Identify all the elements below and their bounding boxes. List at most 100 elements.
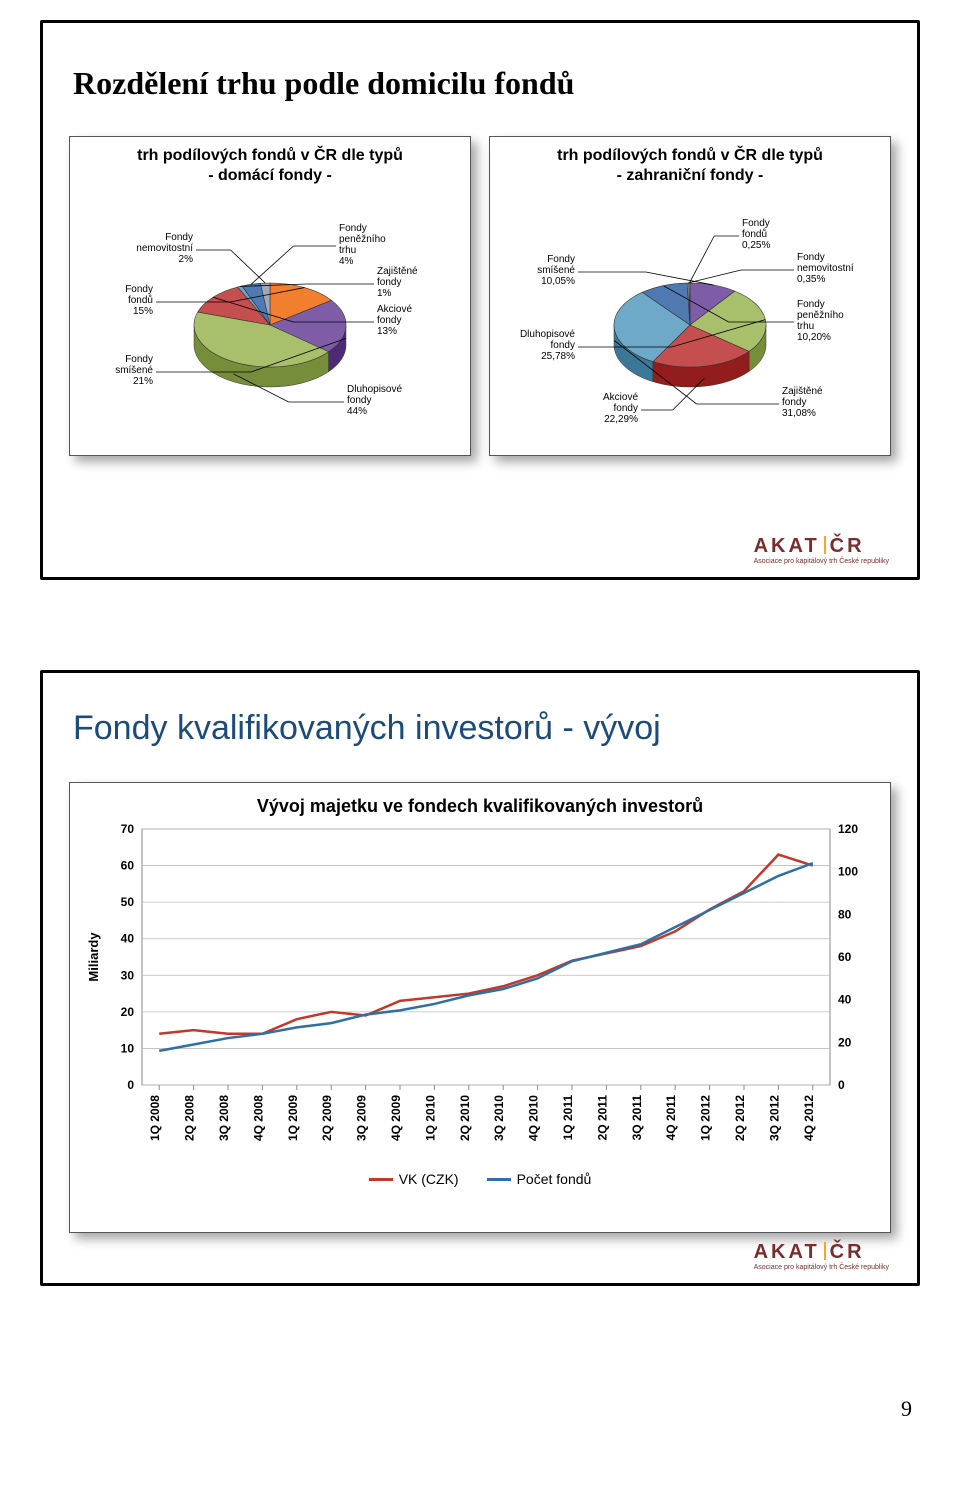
svg-text:0,35%: 0,35% [797, 274, 825, 285]
page: Rozdělení trhu podle domicilu fondů trh … [0, 0, 960, 1436]
line-chart: 0102030405060700204060801001201Q 20082Q … [80, 823, 880, 1163]
svg-text:2%: 2% [179, 254, 194, 265]
svg-text:Zajištěné: Zajištěné [782, 386, 823, 397]
pie-row: trh podílových fondů v ČR dle typů - dom… [69, 136, 891, 456]
svg-text:20: 20 [121, 1005, 135, 1019]
line-chart-title: Vývoj majetku ve fondech kvalifikovaných… [79, 796, 881, 817]
pie-card-left: trh podílových fondů v ČR dle typů - dom… [69, 136, 471, 456]
legend-item-vk: VK (CZK) [369, 1171, 459, 1187]
svg-text:peněžního: peněžního [797, 310, 844, 321]
svg-text:fondy: fondy [347, 395, 371, 406]
svg-text:fondy: fondy [614, 403, 638, 414]
svg-text:4%: 4% [339, 256, 354, 267]
pie-left-title-line1: trh podílových fondů v ČR dle typů [137, 147, 403, 164]
pie-right-holder: Fondysmíšené10,05%Dluhopisovéfondy25,78%… [495, 192, 885, 442]
svg-text:trhu: trhu [339, 245, 356, 256]
svg-text:22,29%: 22,29% [604, 414, 638, 425]
svg-text:25,78%: 25,78% [541, 351, 575, 362]
svg-text:Fondy: Fondy [125, 284, 153, 295]
svg-text:Fondy: Fondy [125, 354, 153, 365]
svg-text:50: 50 [121, 895, 135, 909]
svg-text:1Q 2009: 1Q 2009 [286, 1095, 300, 1141]
svg-text:4Q 2010: 4Q 2010 [527, 1095, 541, 1141]
logo-slide-1: AKATČR Asociace pro kapitálový trh České… [754, 536, 889, 565]
legend-swatch-count [487, 1178, 511, 1181]
svg-text:1Q 2010: 1Q 2010 [423, 1095, 437, 1141]
svg-text:trhu: trhu [797, 321, 814, 332]
svg-text:3Q 2010: 3Q 2010 [492, 1095, 506, 1141]
svg-text:Zajištěné: Zajištěné [377, 266, 418, 277]
logo-divider-icon-2 [824, 1242, 826, 1260]
legend-label-vk: VK (CZK) [399, 1171, 459, 1187]
pie-right-title-line2: - zahraniční fondy - [617, 167, 764, 184]
page-number: 9 [901, 1396, 912, 1422]
svg-text:4Q 2011: 4Q 2011 [664, 1095, 678, 1141]
legend-item-count: Počet fondů [487, 1171, 592, 1187]
svg-text:nemovitostní: nemovitostní [136, 243, 193, 254]
svg-text:20: 20 [838, 1035, 852, 1049]
logo-slide-2: AKATČR Asociace pro kapitálový trh České… [754, 1242, 889, 1271]
svg-text:60: 60 [838, 950, 852, 964]
pie-right-title-line1: trh podílových fondů v ČR dle typů [557, 147, 823, 164]
logo-sub: Asociace pro kapitálový trh České republ… [754, 558, 889, 565]
svg-text:Dluhopisové: Dluhopisové [520, 329, 575, 340]
svg-text:fondy: fondy [551, 340, 575, 351]
svg-text:peněžního: peněžního [339, 234, 386, 245]
svg-text:31,08%: 31,08% [782, 408, 816, 419]
svg-text:Fondy: Fondy [547, 254, 575, 265]
logo-divider-icon [824, 536, 826, 554]
svg-text:3Q 2008: 3Q 2008 [217, 1095, 231, 1141]
svg-text:30: 30 [121, 968, 135, 982]
slide-1-title: Rozdělení trhu podle domicilu fondů [73, 65, 891, 102]
svg-text:60: 60 [121, 859, 135, 873]
slide-2-title: Fondy kvalifikovaných investorů - vývoj [73, 709, 891, 748]
svg-text:4Q 2012: 4Q 2012 [802, 1095, 816, 1141]
slide-1: Rozdělení trhu podle domicilu fondů trh … [40, 20, 920, 580]
svg-text:40: 40 [838, 993, 852, 1007]
svg-text:0: 0 [127, 1078, 134, 1092]
svg-text:Miliardy: Miliardy [86, 932, 101, 982]
svg-text:120: 120 [838, 823, 858, 836]
logo-sub-2: Asociace pro kapitálový trh České republ… [754, 1264, 889, 1271]
svg-text:40: 40 [121, 932, 135, 946]
pie-left-chart: Fondyfondů15%Fondysmíšené21%Dluhopisovéf… [75, 192, 465, 442]
svg-text:15%: 15% [133, 306, 153, 317]
svg-text:fondy: fondy [377, 315, 401, 326]
svg-text:3Q 2012: 3Q 2012 [767, 1095, 781, 1141]
svg-text:fondy: fondy [377, 277, 401, 288]
svg-text:70: 70 [121, 823, 135, 836]
svg-text:fondů: fondů [128, 294, 153, 306]
pie-right-title: trh podílových fondů v ČR dle typů - zah… [495, 146, 885, 186]
svg-text:fondů: fondů [742, 228, 767, 240]
svg-text:80: 80 [838, 907, 852, 921]
svg-text:Akciové: Akciové [603, 392, 638, 403]
svg-text:Dluhopisové: Dluhopisové [347, 384, 402, 395]
svg-text:3Q 2011: 3Q 2011 [630, 1095, 644, 1141]
svg-text:fondy: fondy [782, 397, 806, 408]
svg-text:1Q 2008: 1Q 2008 [148, 1095, 162, 1141]
pie-right-chart: Fondysmíšené10,05%Dluhopisovéfondy25,78%… [495, 192, 885, 442]
svg-text:smíšené: smíšené [537, 265, 575, 276]
pie-left-title-line2: - domácí fondy - [208, 167, 332, 184]
svg-text:4Q 2008: 4Q 2008 [251, 1095, 265, 1141]
svg-text:21%: 21% [133, 376, 153, 387]
svg-text:44%: 44% [347, 406, 367, 417]
svg-text:10,20%: 10,20% [797, 332, 831, 343]
svg-text:10: 10 [121, 1041, 135, 1055]
svg-text:2Q 2008: 2Q 2008 [183, 1095, 197, 1141]
line-chart-card: Vývoj majetku ve fondech kvalifikovaných… [69, 782, 891, 1233]
svg-text:Akciové: Akciové [377, 304, 412, 315]
svg-text:3Q 2009: 3Q 2009 [355, 1095, 369, 1141]
svg-text:0: 0 [838, 1078, 845, 1092]
svg-text:Fondy: Fondy [339, 223, 367, 234]
svg-text:0,25%: 0,25% [742, 240, 770, 251]
svg-text:1Q 2012: 1Q 2012 [699, 1095, 713, 1141]
logo-main: AKATČR [754, 536, 889, 556]
legend-swatch-vk [369, 1178, 393, 1181]
svg-text:smíšené: smíšené [115, 365, 153, 376]
svg-text:1Q 2011: 1Q 2011 [561, 1095, 575, 1141]
svg-text:10,05%: 10,05% [541, 276, 575, 287]
pie-left-holder: Fondyfondů15%Fondysmíšené21%Dluhopisovéf… [75, 192, 465, 442]
svg-text:nemovitostní: nemovitostní [797, 263, 854, 274]
svg-text:1%: 1% [377, 288, 392, 299]
